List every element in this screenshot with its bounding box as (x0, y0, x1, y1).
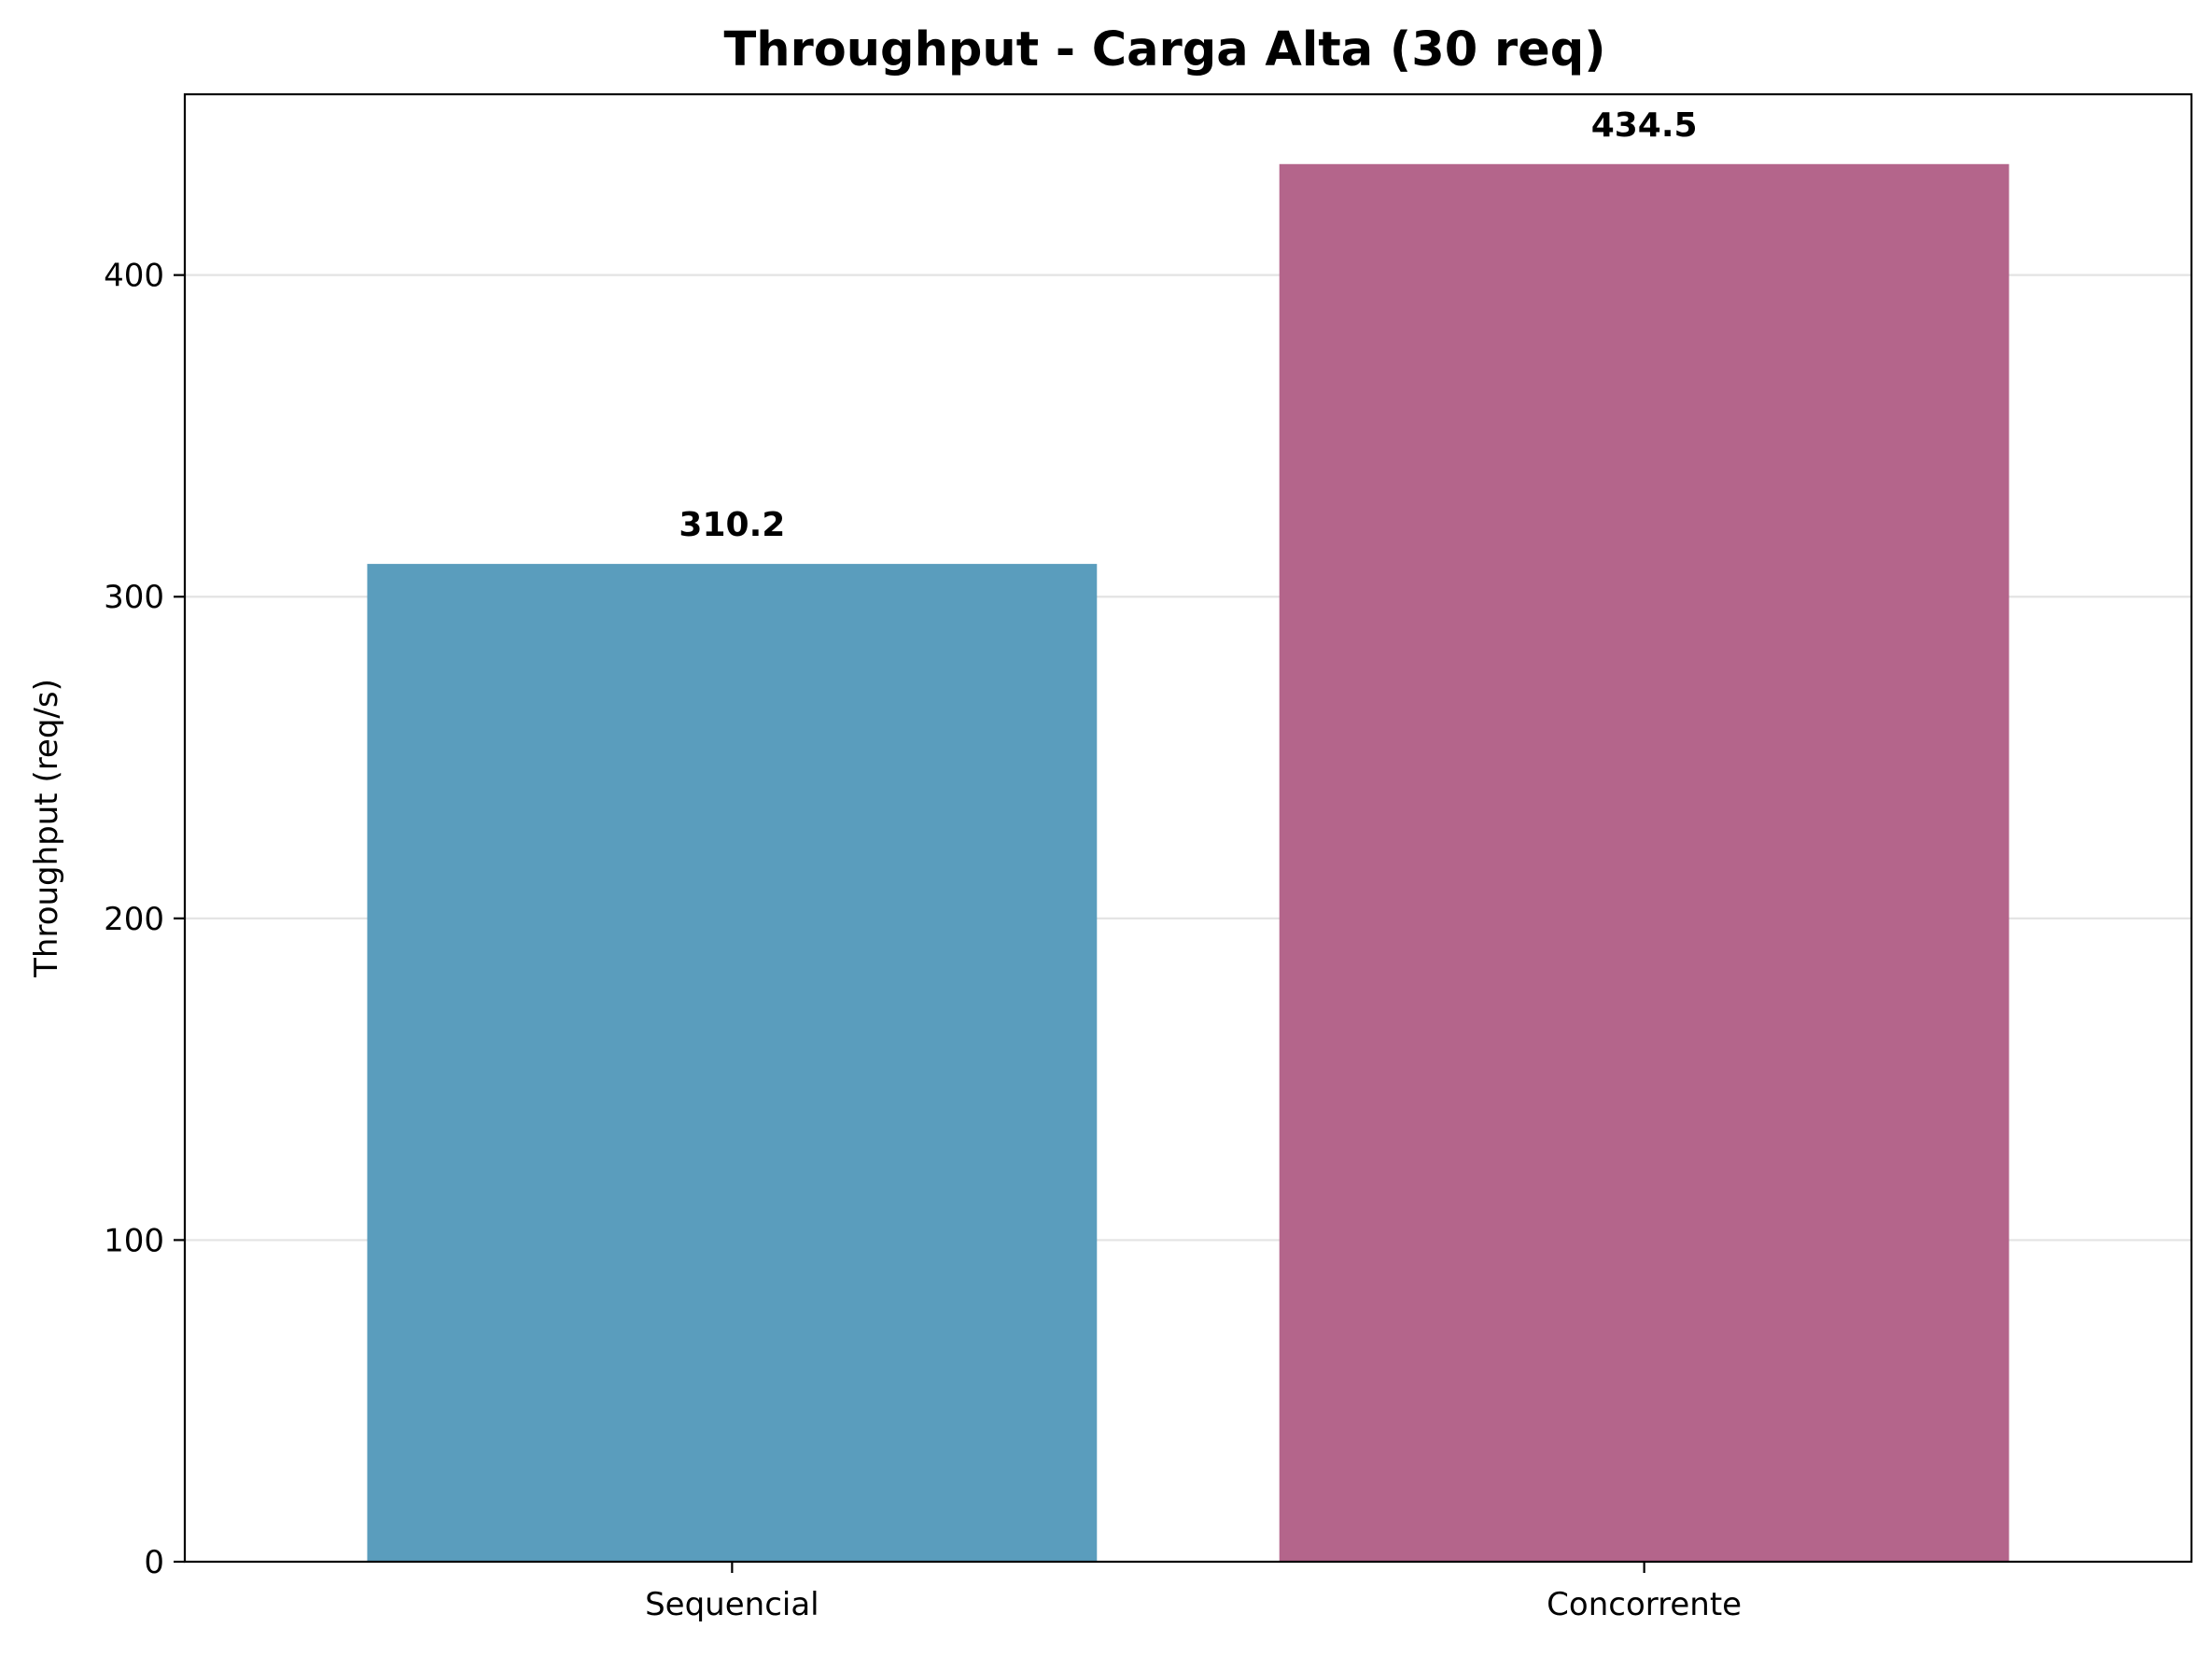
x-axis: Sequencial Concorrente (645, 1562, 1742, 1623)
plot-frame (183, 92, 2193, 1564)
bar-value-label: 434.5 (1591, 106, 1698, 145)
bar-sequencial (367, 564, 1098, 1562)
x-tick-label: Concorrente (1547, 1586, 1742, 1623)
y-tick-label: 100 (104, 1222, 164, 1259)
value-labels: 310.2 434.5 (679, 106, 1697, 544)
y-tick-label: 300 (104, 579, 164, 616)
y-tick-label: 0 (144, 1544, 164, 1581)
bar-value-label: 310.2 (679, 506, 785, 544)
chart-title: Throughput - Carga Alta (30 req) (723, 22, 1605, 77)
y-tick-label: 200 (104, 901, 164, 938)
bar-concorrente (1279, 163, 2009, 1562)
y-tick-label: 400 (104, 258, 164, 295)
y-axis: 0 100 200 300 400 (104, 258, 185, 1581)
bars (367, 163, 2009, 1562)
x-tick-label: Sequencial (645, 1586, 819, 1623)
y-axis-label: Throughput (req/s) (28, 679, 65, 978)
